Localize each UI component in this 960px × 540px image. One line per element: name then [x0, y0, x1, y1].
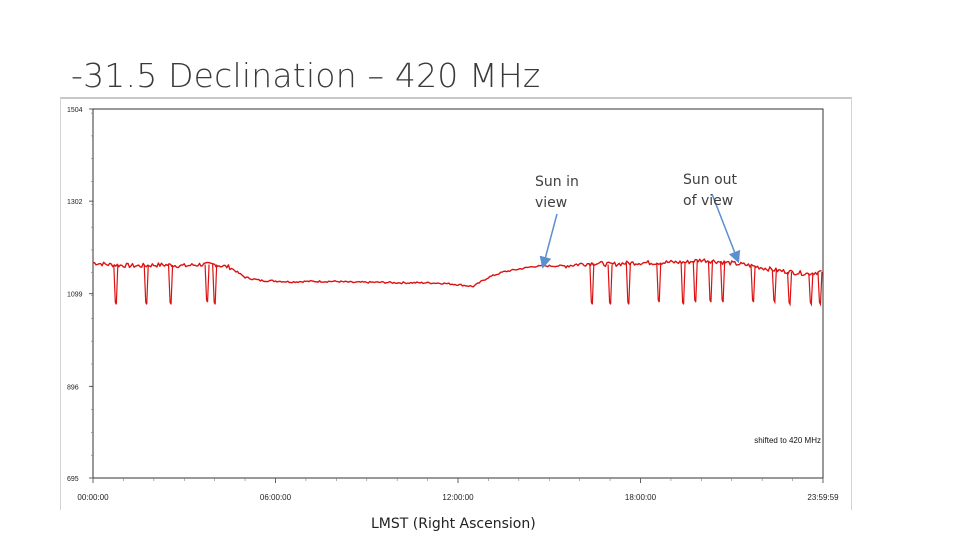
sun-out-of-view-arrow: [711, 193, 741, 264]
data-dip: [656, 262, 662, 303]
sun-out-of-view-annotation: Sun out of view: [683, 170, 737, 212]
data-dip: [607, 264, 613, 305]
data-dip: [720, 262, 726, 303]
data-dip: [167, 265, 174, 305]
data-dip: [625, 263, 631, 305]
data-dip: [808, 273, 814, 307]
x-tick-label: 12:00:00: [442, 493, 474, 502]
data-dip: [786, 271, 793, 307]
x-tick-label: 00:00:00: [77, 493, 109, 502]
data-dip: [204, 264, 210, 303]
corner-note: shifted to 420 MHz: [754, 436, 821, 445]
y-tick-label: 896: [67, 384, 79, 391]
data-dip: [143, 265, 149, 305]
data-dip: [771, 269, 777, 305]
data-dip: [707, 260, 714, 303]
chart-figure: [60, 97, 852, 510]
x-tick-label: 23:59:59: [807, 493, 839, 502]
slide-title: -31.5 Declination – 420 MHz: [71, 56, 541, 95]
chart-axes: 1504 1302 1099 896 695 00:00:00 06:00:00 12:00:…: [67, 107, 839, 502]
plot-area-border: [92, 108, 824, 479]
annotation-line: of view: [683, 193, 734, 209]
x-tick-label: 06:00:00: [260, 493, 292, 502]
chart-annotations: [539, 193, 741, 269]
y-tick-label: 1302: [67, 199, 83, 206]
sun-in-view-annotation: Sun in view: [535, 172, 579, 214]
annotation-line: view: [535, 195, 568, 211]
data-dip: [750, 266, 756, 303]
data-dip: [113, 264, 119, 305]
y-tick-label: 1504: [67, 107, 83, 114]
x-tick-label: 18:00:00: [625, 493, 657, 502]
data-dip: [692, 260, 698, 303]
annotation-line: Sun out: [683, 172, 738, 188]
y-tick-label: 1099: [67, 292, 83, 299]
annotation-line: Sun in: [535, 174, 579, 190]
data-series-line: [92, 258, 822, 288]
data-dip: [817, 271, 823, 307]
data-dip: [212, 264, 218, 305]
data-dip: [589, 263, 595, 305]
data-dip: [680, 262, 686, 305]
chart-series: [92, 258, 823, 307]
x-axis-label: LMST (Right Ascension): [371, 516, 536, 532]
sun-in-view-arrow: [539, 213, 558, 269]
y-tick-label: 695: [67, 476, 79, 483]
